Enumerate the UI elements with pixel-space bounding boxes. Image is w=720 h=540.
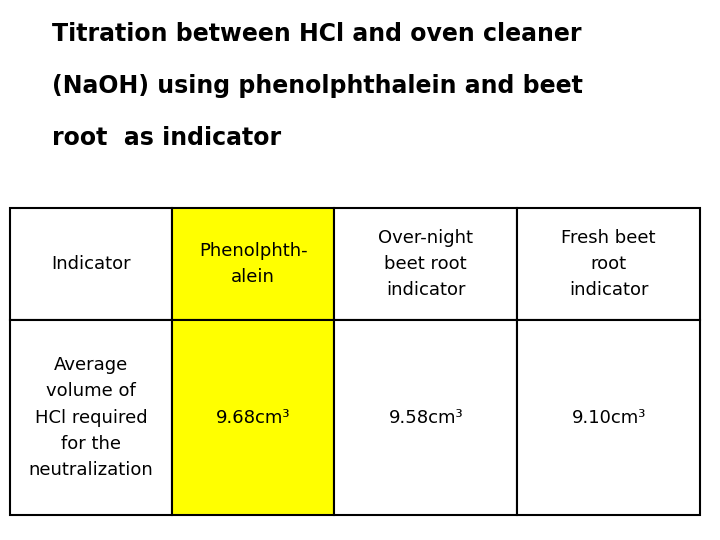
Text: 9.10cm³: 9.10cm³	[572, 409, 646, 427]
Bar	[10, 208, 172, 320]
Text: Average
volume of
HCl required
for the
neutralization: Average volume of HCl required for the n…	[29, 356, 153, 480]
Bar	[172, 320, 334, 515]
Bar	[517, 208, 700, 320]
Bar	[334, 320, 517, 515]
Bar	[517, 320, 700, 515]
Text: 9.58cm³: 9.58cm³	[388, 409, 463, 427]
Text: (NaOH) using phenolphthalein and beet: (NaOH) using phenolphthalein and beet	[52, 74, 583, 98]
Bar	[172, 208, 334, 320]
Text: Titration between HCl and oven cleaner: Titration between HCl and oven cleaner	[52, 22, 582, 46]
Bar	[10, 320, 172, 515]
Text: Fresh beet
root
indicator: Fresh beet root indicator	[562, 228, 656, 299]
Text: Phenolphth-
alein: Phenolphth- alein	[199, 242, 307, 286]
Text: Over-night
beet root
indicator: Over-night beet root indicator	[378, 228, 473, 299]
Bar	[334, 208, 517, 320]
Text: 9.68cm³: 9.68cm³	[216, 409, 290, 427]
Text: root  as indicator: root as indicator	[52, 126, 281, 150]
Text: Indicator: Indicator	[51, 255, 131, 273]
